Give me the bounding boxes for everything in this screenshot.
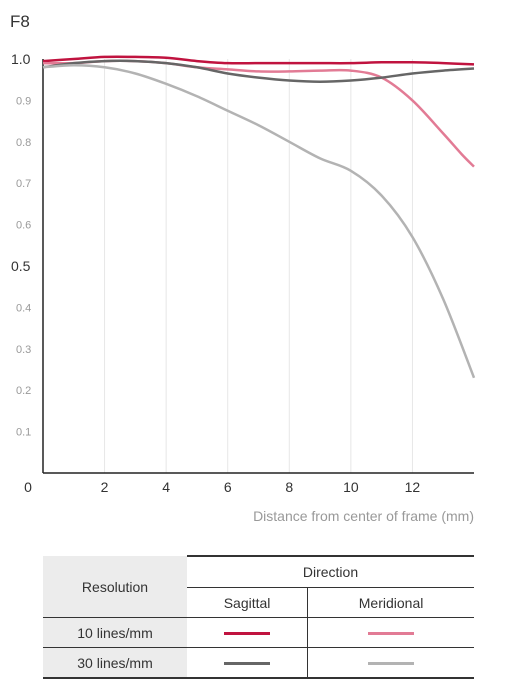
legend-sagittal-header: Sagittal — [187, 587, 309, 618]
y-tick-label: 0.3 — [16, 344, 31, 356]
chart-series — [42, 55, 476, 379]
x-tick-label: 8 — [285, 479, 293, 495]
y-tick-label: 0.8 — [16, 137, 31, 149]
legend-cell-s30 — [187, 647, 309, 679]
series-line-s30 — [42, 59, 475, 84]
legend-direction-header: Direction — [187, 555, 474, 588]
y-tick-label: 0.2 — [16, 385, 31, 397]
legend-row-10-label: 10 lines/mm — [43, 617, 187, 648]
x-tick-label: 10 — [343, 479, 359, 495]
series-line-s10 — [42, 55, 475, 66]
legend-swatch-meridional-30 — [368, 662, 415, 666]
legend-meridional-header: Meridional — [307, 587, 474, 618]
y-tick-label: 0.6 — [16, 220, 31, 232]
x-tick-label: 4 — [162, 479, 170, 495]
x-tick-label: 0 — [24, 479, 32, 495]
x-tick-label: 2 — [101, 479, 109, 495]
legend-cell-m10 — [307, 617, 474, 648]
x-tick-label: 12 — [405, 479, 421, 495]
legend-row-30-label: 30 lines/mm — [43, 647, 187, 679]
y-tick-label: 0.7 — [16, 178, 31, 190]
series-line-m30 — [42, 63, 476, 379]
legend-table: Resolution Direction Sagittal Meridional… — [43, 555, 474, 679]
y-tick-label: 0.5 — [11, 258, 31, 274]
y-tick-label: 0.9 — [16, 95, 31, 107]
x-axis-label: Distance from center of frame (mm) — [253, 508, 474, 524]
x-tick-label: 6 — [224, 479, 232, 495]
y-tick-label: 1.0 — [11, 51, 31, 67]
legend-swatch-sagittal-10 — [224, 632, 271, 636]
mtf-chart: 0.10.20.30.40.50.60.70.80.91.00 2 4 6 8 10 12 … — [11, 51, 476, 524]
y-tick-label: 0.4 — [16, 302, 31, 314]
legend-cell-s10 — [187, 617, 309, 648]
legend-cell-m30 — [307, 647, 474, 679]
chart-axes — [42, 59, 474, 474]
chart-grid — [104, 59, 413, 473]
chart-ticks: 0.1 0.2 0.3 0.4 0.5 0.6 0.7 0.8 0.9 1.0 0 2 4 6 8 10 12 — [11, 51, 420, 495]
legend-swatch-sagittal-30 — [224, 662, 271, 666]
aperture-label: F8 — [10, 12, 30, 31]
legend-resolution-header: Resolution — [43, 556, 187, 618]
legend-swatch-meridional-10 — [368, 632, 415, 636]
y-tick-label: 0.1 — [16, 427, 31, 439]
